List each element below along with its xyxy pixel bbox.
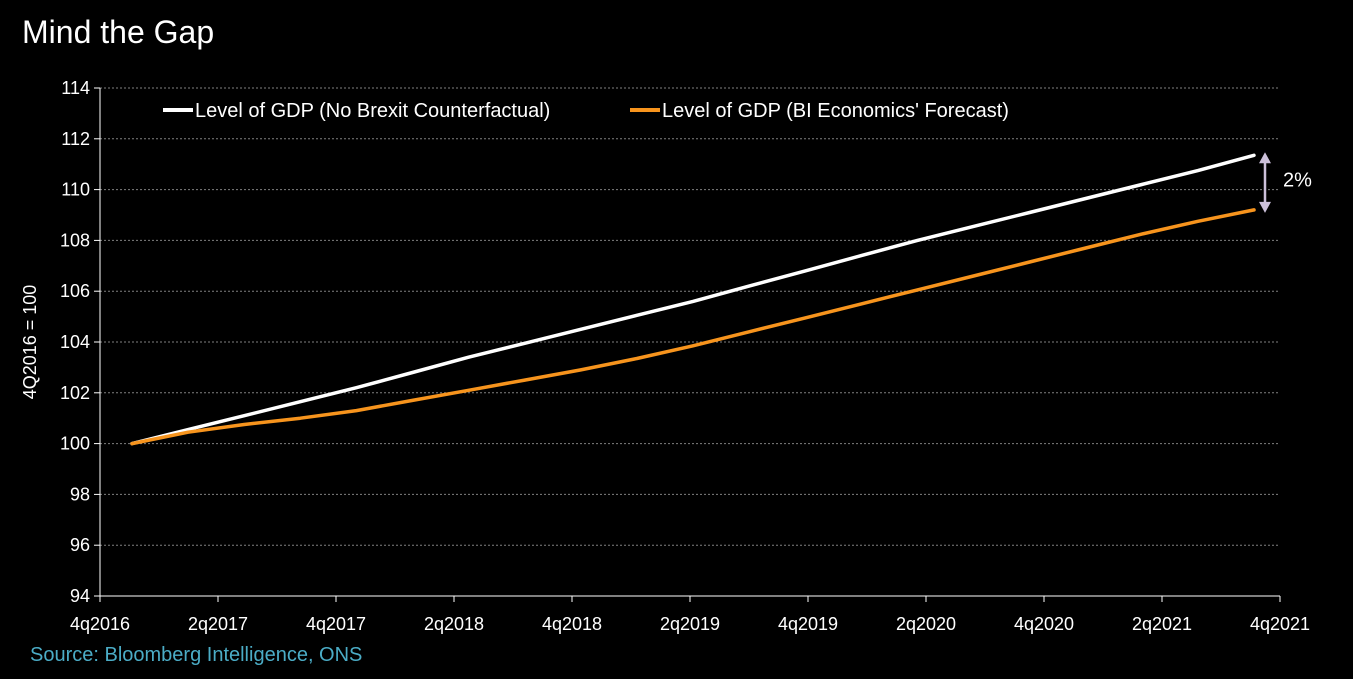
x-tick-label: 2q2021 [1132, 614, 1192, 634]
gap-arrow-head-down [1259, 201, 1271, 213]
gap-annotation: 2% [1259, 152, 1312, 213]
x-tick-label: 4q2016 [70, 614, 130, 634]
x-tick-label: 2q2017 [188, 614, 248, 634]
legend-label: Level of GDP (No Brexit Counterfactual) [195, 100, 550, 122]
x-tick-label: 2q2018 [424, 614, 484, 634]
source-note: Source: Bloomberg Intelligence, ONS [30, 644, 363, 666]
y-axis-label: 4Q2016 = 100 [20, 285, 40, 400]
x-tick-label: 4q2020 [1014, 614, 1074, 634]
x-tick-label: 2q2020 [896, 614, 956, 634]
y-tick-label: 96 [70, 535, 90, 555]
y-tick-label: 110 [61, 180, 90, 200]
gap-label: 2% [1283, 170, 1312, 192]
y-tick-label: 94 [70, 586, 90, 606]
y-tick-label: 108 [60, 230, 90, 250]
y-axis-ticks: 94 96 98 100 102 104 106 108 110 112 114 [60, 78, 100, 606]
y-tick-label: 114 [61, 78, 90, 98]
x-tick-label: 4q2018 [542, 614, 602, 634]
x-tick-label: 2q2019 [660, 614, 720, 634]
gap-arrow-head-up [1259, 152, 1271, 164]
gridlines [100, 87, 1280, 546]
x-tick-label: 4q2019 [778, 614, 838, 634]
y-tick-label: 98 [70, 484, 90, 504]
x-tick-label: 4q2021 [1250, 614, 1310, 634]
y-tick-label: 102 [60, 383, 90, 403]
y-tick-label: 112 [61, 129, 90, 149]
x-axis-ticks: 4q2016 2q2017 4q2017 2q2018 4q2018 2q2019 4q20… [70, 596, 1310, 634]
series-line-bi-forecast [130, 208, 1256, 446]
chart-title: Mind the Gap [22, 14, 215, 50]
series-line-no-brexit [130, 153, 1256, 446]
legend-label: Level of GDP (BI Economics' Forecast) [662, 100, 1009, 122]
x-tick-label: 4q2017 [306, 614, 366, 634]
y-tick-label: 104 [60, 332, 90, 352]
legend: Level of GDP (No Brexit Counterfactual) L… [163, 100, 1009, 122]
y-tick-label: 106 [60, 281, 90, 301]
series-lines [130, 153, 1256, 446]
y-tick-label: 100 [60, 434, 90, 454]
